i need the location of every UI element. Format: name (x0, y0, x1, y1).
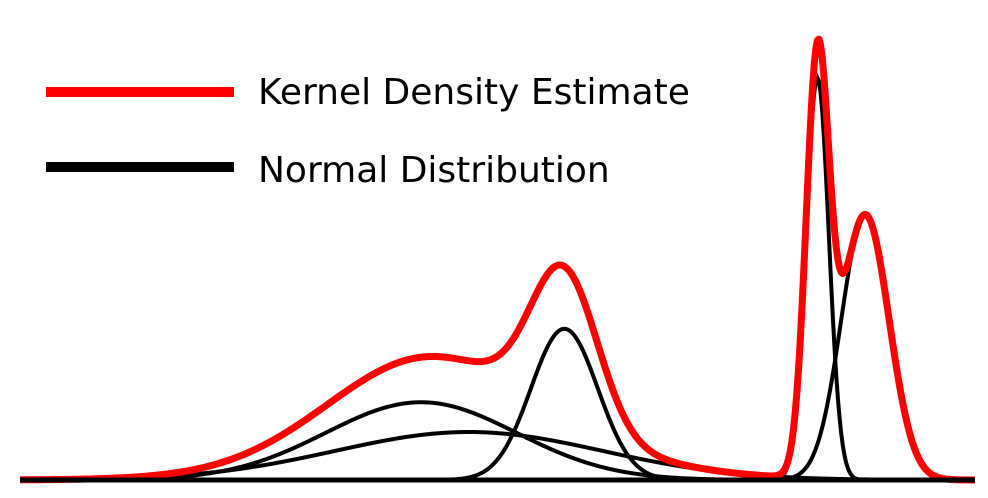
legend-label-normal: Normal Distribution (258, 150, 610, 191)
normal-curve-2 (20, 326, 975, 482)
normal-curve-1 (20, 400, 975, 482)
kde-curve (18, 35, 977, 484)
normal-curve-3 (20, 72, 975, 482)
legend: Kernel Density Estimate Normal Distribut… (46, 72, 690, 191)
legend-label-kde: Kernel Density Estimate (258, 72, 690, 113)
